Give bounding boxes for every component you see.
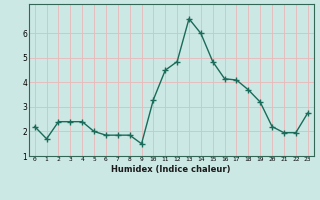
X-axis label: Humidex (Indice chaleur): Humidex (Indice chaleur) <box>111 165 231 174</box>
